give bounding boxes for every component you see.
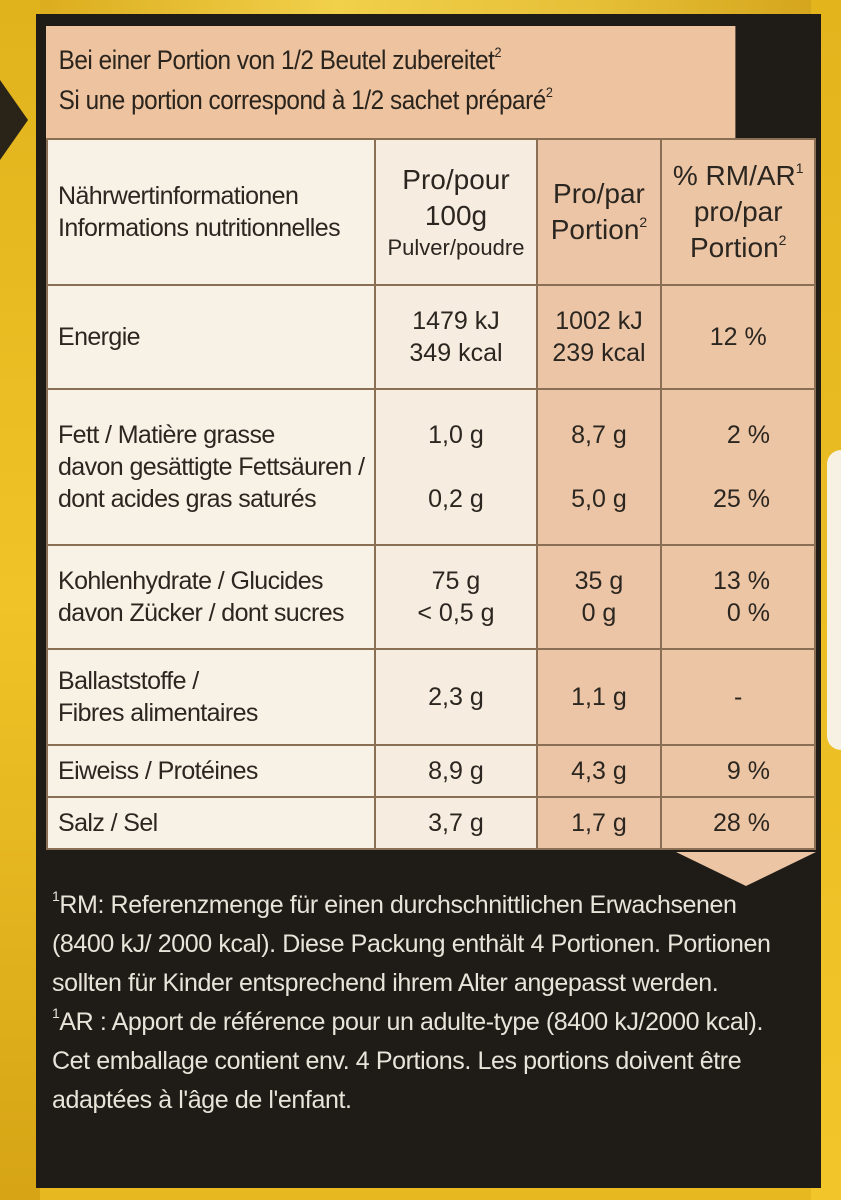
portion-header-de: Bei einer Portion von 1/2 Beutel zuberei… — [58, 44, 502, 75]
package-decoration-right — [827, 450, 841, 750]
footnote: 1RM: Referenzmenge für einen durchschnit… — [46, 880, 812, 1180]
fat-per-portion: 8,7 g 5,0 g — [535, 388, 663, 546]
header-per-100g: Pro/pour 100g Pulver/poudre — [374, 138, 538, 286]
energy-per-portion: 1002 kJ 239 kcal — [535, 284, 663, 390]
footnote-de-line1: 1RM: Referenzmenge für einen durchschnit… — [52, 888, 737, 919]
fibre-label: Ballaststoffe / Fibres alimentaires — [45, 648, 377, 746]
energy-label: Energie — [45, 284, 377, 390]
fibre-per-portion: 1,1 g — [535, 648, 663, 746]
protein-per-100g: 8,9 g — [374, 744, 538, 798]
fibre-per-100g: 2,3 g — [374, 648, 538, 746]
table-row-fat: Fett / Matière grasse davon gesättigte F… — [45, 388, 816, 546]
protein-per-portion: 4,3 g — [535, 744, 663, 798]
energy-ri: 12 % — [660, 284, 816, 390]
fat-label: Fett / Matière grasse davon gesättigte F… — [45, 388, 377, 546]
header-per-portion: Pro/par Portion2 — [535, 138, 663, 286]
table-header-row: Nährwertinformationen Informations nutri… — [45, 138, 816, 286]
footnote-de-line2: (8400 kJ/ 2000 kcal). Diese Packung enth… — [52, 930, 771, 958]
salt-per-portion: 1,7 g — [535, 796, 663, 850]
protein-ri: 9 % — [660, 744, 816, 798]
footnote-fr-line1: 1AR : Apport de référence pour un adulte… — [52, 1005, 763, 1036]
fat-per-100g: 1,0 g 0,2 g — [374, 388, 538, 546]
table-row-fibre: Ballaststoffe / Fibres alimentaires 2,3 … — [45, 648, 816, 746]
table-row-energy: Energie 1479 kJ 349 kcal 1002 kJ 239 kca… — [45, 284, 816, 390]
salt-ri: 28 % — [660, 796, 816, 850]
carbs-per-portion: 35 g 0 g — [535, 544, 663, 650]
table-arrow-decoration — [676, 852, 816, 886]
header-nutrition-info: Nährwertinformationen Informations nutri… — [45, 138, 377, 286]
portion-header-fr: Si une portion correspond à 1/2 sachet p… — [58, 84, 553, 115]
footnote-fr-line2: Cet emballage contient env. 4 Portions. … — [52, 1047, 742, 1075]
table-row-carbs: Kohlenhydrate / Glucides davon Zücker / … — [45, 544, 816, 650]
salt-per-100g: 3,7 g — [374, 796, 538, 850]
protein-label: Eiweiss / Protéines — [45, 744, 377, 798]
carbs-label: Kohlenhydrate / Glucides davon Zücker / … — [45, 544, 377, 650]
package-background-left — [0, 0, 40, 1200]
portion-header: Bei einer Portion von 1/2 Beutel zuberei… — [46, 26, 736, 138]
package-decoration-left — [0, 80, 28, 160]
table-row-salt: Salz / Sel 3,7 g 1,7 g 28 % — [45, 796, 816, 850]
carbs-ri: 13 % 0 % — [660, 544, 816, 650]
carbs-per-100g: 75 g < 0,5 g — [374, 544, 538, 650]
fat-ri: 2 % 25 % — [660, 388, 816, 546]
table-row-protein: Eiweiss / Protéines 8,9 g 4,3 g 9 % — [45, 744, 816, 798]
nutrition-table: Nährwertinformationen Informations nutri… — [45, 138, 816, 850]
footnote-fr-line3: adaptées à l'âge de l'enfant. — [52, 1086, 352, 1114]
header-ri-percent: % RM/AR1 pro/par Portion2 — [660, 138, 816, 286]
salt-label: Salz / Sel — [45, 796, 377, 850]
footnote-de-line3: sollten für Kinder entsprechend ihrem Al… — [52, 969, 719, 997]
fibre-ri: - — [660, 648, 816, 746]
energy-per-100g: 1479 kJ 349 kcal — [374, 284, 538, 390]
